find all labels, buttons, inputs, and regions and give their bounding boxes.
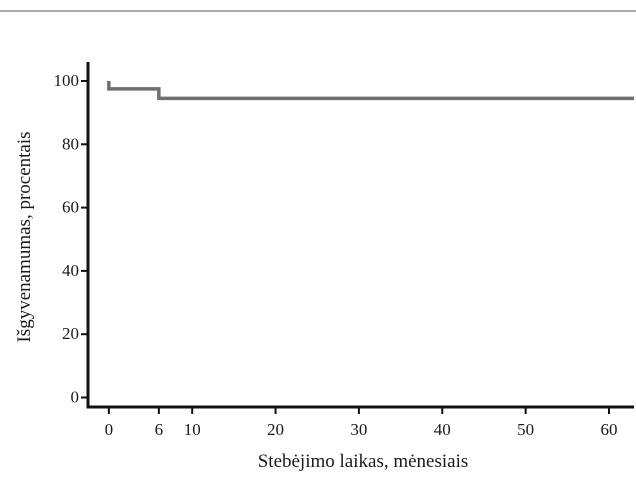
- plot-area: 0 20 40 60 80 100 0 6 10 20 30 40 50 60: [54, 62, 634, 439]
- y-tick-label-100: 100: [54, 71, 80, 90]
- y-tick-label-60: 60: [62, 198, 79, 217]
- x-tick-label-20: 20: [267, 420, 284, 439]
- x-tick-label-0: 0: [105, 420, 114, 439]
- x-axis-label: Stebėjimo laikas, mėnesiais: [258, 451, 469, 472]
- x-tick-label-40: 40: [434, 420, 451, 439]
- y-tick-label-80: 80: [62, 134, 79, 153]
- x-tick-label-30: 30: [350, 420, 367, 439]
- y-axis-label: Išgyvenamumas, procentais: [14, 131, 35, 342]
- y-tick-label-20: 20: [62, 324, 79, 343]
- x-tick-label-10: 10: [184, 420, 201, 439]
- x-tick-label-6: 6: [155, 420, 164, 439]
- y-tick-label-0: 0: [71, 388, 80, 407]
- x-tick-label-60: 60: [600, 420, 617, 439]
- survival-curve-1: [107, 80, 634, 101]
- y-tick-label-40: 40: [62, 261, 79, 280]
- x-tick-label-50: 50: [517, 420, 534, 439]
